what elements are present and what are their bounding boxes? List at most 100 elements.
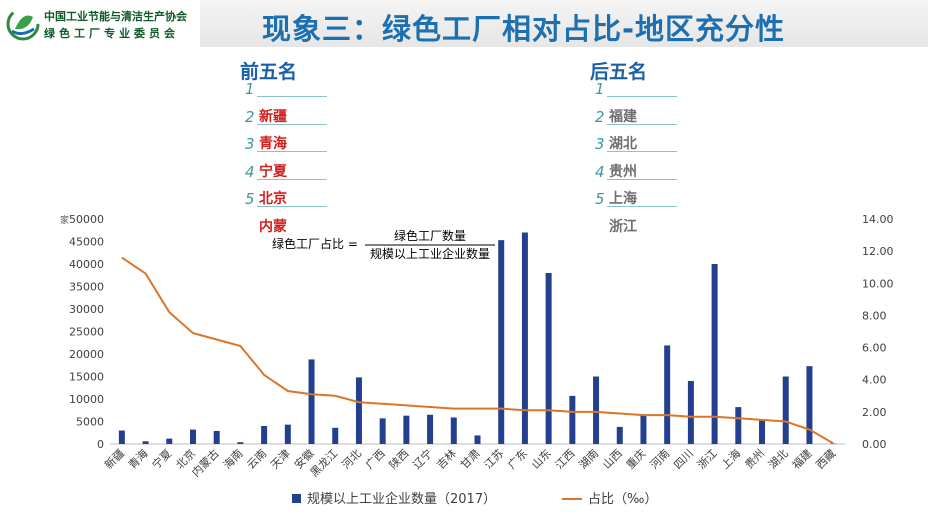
x-tick-label: 新疆 [102,446,127,471]
bar [593,376,600,444]
bottom_five-row: 4 贵州 [595,163,685,189]
x-tick-label: 青海 [125,446,150,471]
bar [474,435,481,444]
x-tick-label: 天津 [268,447,293,472]
y-right-tick-label: 6.00 [862,342,887,355]
bar [308,359,315,444]
x-tick-label: 山西 [600,447,625,472]
rank-underline [607,178,677,180]
x-tick-label: 黑龙江 [308,447,341,480]
y-left-tick-label: 30000 [69,303,104,316]
x-tick-label: 甘肃 [458,447,483,472]
rank-number: 2 [595,107,605,126]
header-bar: 中国工业节能与清洁生产协会 绿色工厂专业委员会 现象三：绿色工厂相对占比-地区充… [0,0,928,47]
x-tick-label: 吉林 [433,446,458,471]
top_five-row: 1 [245,80,335,106]
x-tick-label: 江西 [553,447,578,472]
rank-region-name: 上海 [609,191,637,207]
top_five-row: 4 宁夏 [245,163,335,189]
rank-number: 5 [245,190,255,208]
rank-region-name: 湖北 [609,136,637,152]
x-tick-label: 贵州 [742,447,767,472]
rank-region-name: 内蒙 [259,218,287,235]
ratio-line [121,256,834,445]
rank-region-name: 浙江 [609,218,637,235]
bottom_five-row: 5 上海 [595,190,685,216]
bottom_five-row: 2 福建 [595,108,685,134]
rank-underline [607,123,677,125]
leaf-logo-icon [6,7,40,41]
bar [355,377,362,444]
bottom_five-row: 1 [595,80,685,106]
rank-underline [607,96,677,97]
bar [687,381,694,444]
rank-number: 1 [595,80,605,98]
bar [521,232,528,444]
x-tick-label: 福建 [789,446,814,471]
x-tick-label: 广西 [363,447,388,472]
y-left-tick-label: 45000 [69,236,104,249]
y-left-unit-label: 家 [60,214,69,226]
legend-bar-swatch [292,494,301,503]
bar [711,264,718,444]
formula-numerator: 绿色工厂数量 [394,228,466,243]
rank-region-name: 青海 [259,136,287,152]
rank-region-name: 新疆 [259,108,287,125]
bar [735,407,742,444]
x-tick-label: 海南 [220,446,245,471]
top_five-row: 内蒙 [245,218,335,244]
rank-number: 3 [595,135,605,153]
rank-number: 4 [595,162,605,181]
bar [569,395,576,444]
y-right-tick-label: 10.00 [862,277,894,290]
rank-underline [607,151,677,152]
rank-region-name: 贵州 [609,163,637,180]
top_five-row: 3 青海 [245,135,335,161]
x-tick-label: 河北 [339,447,364,472]
bottom_five-row: 3 湖北 [595,135,685,161]
top-five-heading: 前五名 [240,61,298,83]
bar [166,438,173,444]
x-tick-label: 湖北 [766,447,791,472]
rank-underline [257,151,327,152]
y-right-tick-label: 4.00 [862,374,887,387]
rank-number: 5 [595,190,605,208]
bar [189,429,196,444]
x-tick-label: 内蒙古 [189,446,222,479]
bar [640,415,647,444]
rank-region-name: 宁夏 [259,163,287,180]
rank-number: 2 [245,107,255,126]
org-committee: 绿色工厂专业委员会 [44,27,179,40]
formula-denominator: 规模以上工业企业数量 [370,246,490,261]
y-right-tick-label: 12.00 [862,245,894,258]
bar [379,418,386,444]
logo: 中国工业节能与清洁生产协会 绿色工厂专业委员会 [0,0,200,47]
top_five-row: 5 北京 [245,190,335,216]
bar [806,366,813,444]
bar [545,273,552,444]
bar [498,240,505,444]
rank-underline [257,206,327,207]
top_five-row: 2 新疆 [245,108,335,134]
y-right-tick-label: 0.00 [862,438,887,451]
rank-underline [257,96,327,97]
bar [118,430,125,444]
y-left-tick-label: 35000 [69,281,104,294]
x-tick-label: 浙江 [695,447,720,472]
y-right-tick-label: 14.00 [862,213,894,226]
bar [213,430,220,444]
y-left-tick-label: 0 [97,438,104,451]
y-right-tick-label: 8.00 [862,309,887,322]
x-tick-label: 西藏 [814,447,839,472]
bar [237,442,244,444]
formula: 绿色工厂占比 = 绿色工厂数量 规模以上工业企业数量 [272,228,495,261]
y-left-tick-label: 40000 [69,258,104,271]
bar [759,420,766,444]
x-tick-label: 陕西 [386,446,411,471]
x-tick-label: 河南 [648,447,673,472]
x-tick-label: 辽宁 [410,446,435,471]
x-tick-label: 宁夏 [149,446,174,471]
y-right-tick-label: 2.00 [862,406,887,419]
y-left-tick-label: 15000 [69,371,104,384]
